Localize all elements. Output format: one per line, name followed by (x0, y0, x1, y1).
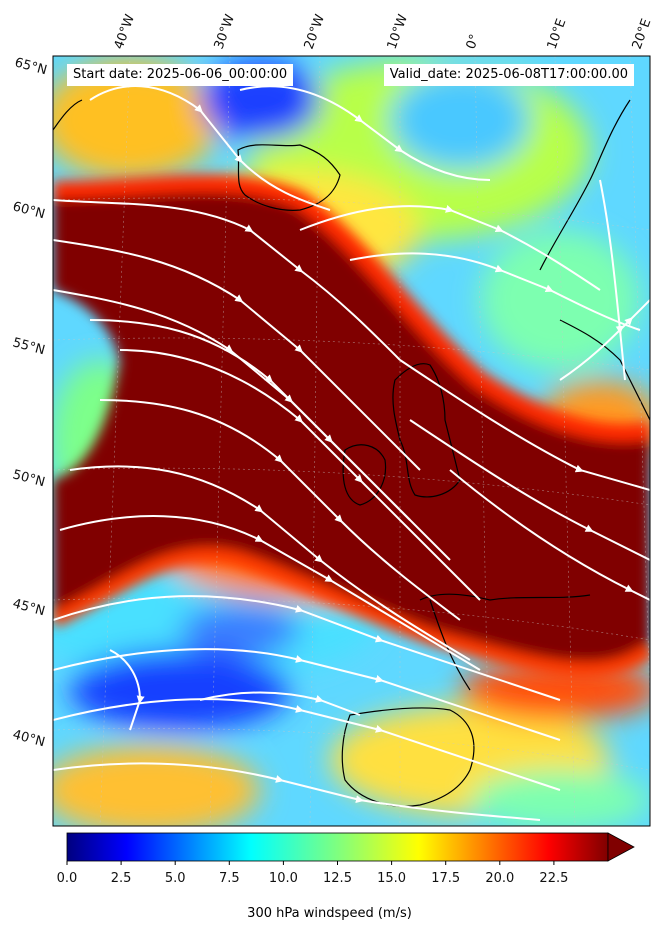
streamline (53, 199, 401, 361)
streamline (59, 515, 481, 671)
latitude-labels: 65°N 60°N 55°N 50°N 45°N 40°N (11, 55, 49, 750)
streamline (53, 239, 421, 471)
streamline (559, 299, 650, 381)
lon-label: 40°W (112, 12, 138, 51)
colorbar-tick-label: 5.0 (165, 871, 186, 886)
streamline (299, 205, 601, 291)
streamline (53, 595, 561, 701)
lon-label: 20°W (302, 12, 328, 51)
streamline (449, 469, 650, 601)
coastline-scandinavia (539, 99, 650, 421)
coastline-greenland (53, 99, 83, 131)
streamlines (53, 85, 650, 821)
streamline (53, 762, 541, 821)
colorbar-title: 300 hPa windspeed (m/s) (247, 906, 412, 921)
streamline (349, 252, 641, 331)
lon-label: 20°E (630, 17, 655, 52)
coastline-britain (392, 363, 461, 498)
colorbar-tick-label: 17.5 (431, 871, 460, 886)
streamline (239, 85, 491, 181)
streamline (99, 399, 461, 621)
colorbar-tick-label: 7.5 (219, 871, 240, 886)
coastline-iceland (237, 144, 341, 211)
lat-label: 40°N (11, 727, 47, 750)
streamline (599, 179, 626, 381)
lon-label: 10°E (545, 17, 570, 52)
longitude-labels: 40°W 30°W 20°W 10°W 0° 10°E 20°E (112, 12, 655, 51)
colorbar: 0.0 2.5 5.0 7.5 10.0 12.5 15.0 17.5 20.0 22.5 (57, 832, 635, 886)
streamline (119, 349, 481, 601)
lat-label: 55°N (11, 335, 47, 358)
streamline (89, 85, 331, 211)
streamline (53, 698, 561, 791)
colorbar-tick-label: 10.0 (269, 871, 298, 886)
colorbar-ticks: 0.0 2.5 5.0 7.5 10.0 12.5 15.0 17.5 20.0 22.5 (57, 861, 568, 886)
start-date-label: Start date: 2025-06-06_00:00:00 (67, 64, 294, 86)
colorbar-tick-label: 15.0 (377, 871, 406, 886)
streamline (69, 465, 471, 661)
streamline (409, 419, 650, 561)
streamline (109, 649, 145, 731)
streamline (199, 691, 361, 716)
colorbar-tick-label: 2.5 (111, 871, 132, 886)
map-frame (52, 55, 651, 827)
streamline (399, 359, 650, 491)
colorbar-gradient (66, 832, 609, 862)
colorbar-tick-label: 12.5 (323, 871, 352, 886)
windspeed-field (53, 56, 650, 826)
lon-label: 10°W (385, 12, 411, 51)
colorbar-extend-arrow (607, 832, 635, 862)
lon-label: 0° (464, 32, 483, 51)
valid-date-label: Valid_date: 2025-06-08T17:00:00.00 (383, 64, 634, 86)
streamline (89, 319, 451, 561)
colorbar-tick-label: 20.0 (485, 871, 514, 886)
streamline (53, 648, 561, 741)
colorbar-tick-label: 0.0 (57, 871, 78, 886)
coastline-ireland (342, 444, 387, 506)
lat-label: 45°N (11, 596, 47, 619)
colorbar-tick-label: 22.5 (539, 871, 568, 886)
lat-label: 50°N (11, 467, 47, 490)
lon-label: 30°W (212, 12, 238, 51)
lat-label: 65°N (13, 55, 49, 78)
lat-label: 60°N (11, 199, 47, 222)
